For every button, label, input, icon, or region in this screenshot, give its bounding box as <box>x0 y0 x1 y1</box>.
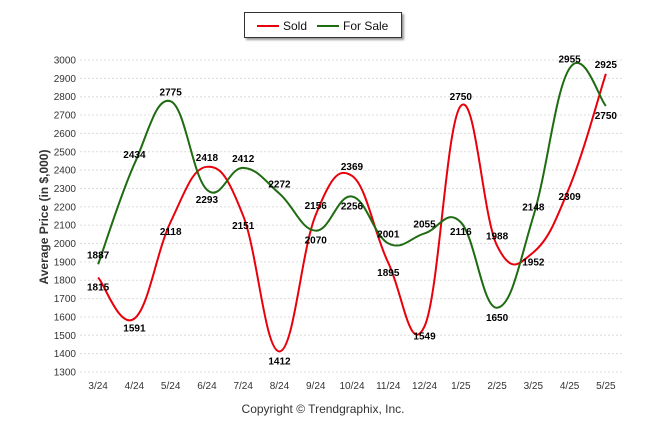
sold-data-label: 1591 <box>123 324 146 335</box>
y-tick-label: 2800 <box>54 92 77 103</box>
y-tick-label: 2400 <box>54 166 77 177</box>
y-tick-label: 3000 <box>54 56 77 67</box>
copyright-footer: Copyright © Trendgraphix, Inc. <box>241 402 405 416</box>
for-sale-data-label: 1887 <box>87 250 110 261</box>
y-tick-label: 2300 <box>54 184 77 195</box>
x-tick-label: 8/24 <box>270 381 290 392</box>
for-sale-data-label: 2955 <box>558 54 581 65</box>
for-sale-data-label: 2256 <box>341 202 364 213</box>
legend-for-sale-label: For Sale <box>343 19 389 33</box>
legend-sold-label: Sold <box>283 19 308 33</box>
sold-series-line <box>97 73 607 353</box>
y-tick-label: 2500 <box>54 147 77 158</box>
x-tick-label: 5/25 <box>596 381 616 392</box>
for-sale-data-label: 2434 <box>123 150 146 161</box>
y-tick-label: 1700 <box>54 294 77 305</box>
for-sale-data-label: 2412 <box>232 154 255 165</box>
for-sale-data-label: 2001 <box>377 229 400 240</box>
x-tick-label: 3/25 <box>524 381 544 392</box>
sold-data-label: 1952 <box>522 257 545 268</box>
sold-data-label: 2369 <box>341 162 364 173</box>
for-sale-data-label: 2750 <box>595 111 618 122</box>
sold-data-label: 1412 <box>268 356 291 367</box>
x-tick-label: 4/24 <box>125 381 145 392</box>
x-tick-label: 10/24 <box>339 381 364 392</box>
sold-data-label: 2750 <box>450 92 473 103</box>
x-tick-label: 4/25 <box>560 381 580 392</box>
plot-area <box>80 60 624 372</box>
for-sale-data-label: 2775 <box>160 87 183 98</box>
gridlines <box>80 59 624 373</box>
sold-data-label: 1549 <box>413 331 436 342</box>
for-sale-series-line <box>97 61 607 309</box>
x-tick-label: 9/24 <box>306 381 326 392</box>
data-labels: 1815 1591 2118 2418 2151 1412 2156 2369 1895 1549… <box>87 54 617 367</box>
sold-data-label: 2118 <box>160 227 182 238</box>
for-sale-data-label: 2055 <box>413 219 436 230</box>
legend-for-sale-swatch <box>317 25 339 27</box>
y-tick-label: 2900 <box>54 74 77 85</box>
for-sale-data-label: 2116 <box>450 227 472 238</box>
x-tick-label: 7/24 <box>233 381 253 392</box>
y-tick-label: 1600 <box>54 312 77 323</box>
y-axis-label: Average Price (in $,000) <box>37 149 51 285</box>
series-lines <box>97 61 607 353</box>
sold-data-label: 2151 <box>232 221 255 232</box>
for-sale-data-label: 2293 <box>196 195 219 206</box>
x-tick-label: 6/24 <box>197 381 217 392</box>
y-tick-label: 1900 <box>54 257 77 268</box>
sold-data-label: 1988 <box>486 232 509 243</box>
y-tick-label: 2200 <box>54 202 77 213</box>
legend: Sold For Sale <box>244 12 402 38</box>
sold-data-label: 1895 <box>377 268 400 279</box>
sold-data-label: 2925 <box>595 60 618 71</box>
y-tick-label: 2000 <box>54 239 77 250</box>
sold-data-label: 2418 <box>196 153 219 164</box>
plot-background <box>80 60 624 372</box>
x-tick-label: 1/25 <box>451 381 471 392</box>
for-sale-data-label: 2070 <box>305 236 328 247</box>
x-tick-label: 5/24 <box>161 381 181 392</box>
y-tick-label: 1400 <box>54 349 77 360</box>
sold-data-label: 2156 <box>305 201 328 212</box>
for-sale-data-label: 2272 <box>268 180 291 191</box>
y-tick-label: 1800 <box>54 276 77 287</box>
x-axis-ticks: 3/24 4/24 5/24 6/24 7/24 8/24 9/24 10/24 11/24 12… <box>88 381 616 392</box>
y-tick-label: 1300 <box>54 368 77 379</box>
y-axis-ticks: 1300 1400 1500 1600 1700 1800 1900 2000 2100 2200… <box>54 56 77 379</box>
sold-data-label: 1815 <box>87 282 110 293</box>
for-sale-data-label: 1650 <box>486 313 509 324</box>
x-tick-label: 3/24 <box>88 381 108 392</box>
x-tick-label: 12/24 <box>412 381 437 392</box>
x-tick-label: 11/24 <box>376 381 401 392</box>
for-sale-data-label: 2148 <box>522 202 545 213</box>
sold-data-label: 2309 <box>558 192 581 203</box>
legend-sold-swatch <box>257 25 279 27</box>
x-tick-label: 2/25 <box>487 381 507 392</box>
y-tick-label: 2100 <box>54 221 77 232</box>
y-tick-label: 2700 <box>54 111 77 122</box>
y-tick-label: 1500 <box>54 331 77 342</box>
y-tick-label: 2600 <box>54 129 77 140</box>
